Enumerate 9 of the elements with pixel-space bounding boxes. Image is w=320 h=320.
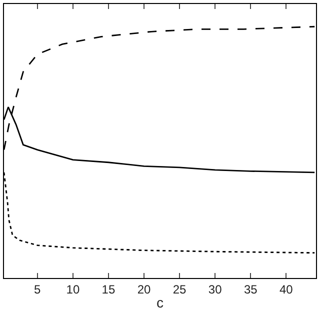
x-tick-label: 5 <box>34 282 42 296</box>
x-tick-label: 10 <box>66 282 80 296</box>
x-tick-label: 20 <box>137 282 152 296</box>
x-tick-label: 25 <box>172 282 187 296</box>
x-axis-title: c <box>156 294 164 311</box>
x-tick-label: 30 <box>208 282 222 296</box>
x-tick-label: 40 <box>279 282 294 296</box>
x-tick-label: 15 <box>102 282 116 296</box>
x-tick-label: 35 <box>244 282 258 296</box>
